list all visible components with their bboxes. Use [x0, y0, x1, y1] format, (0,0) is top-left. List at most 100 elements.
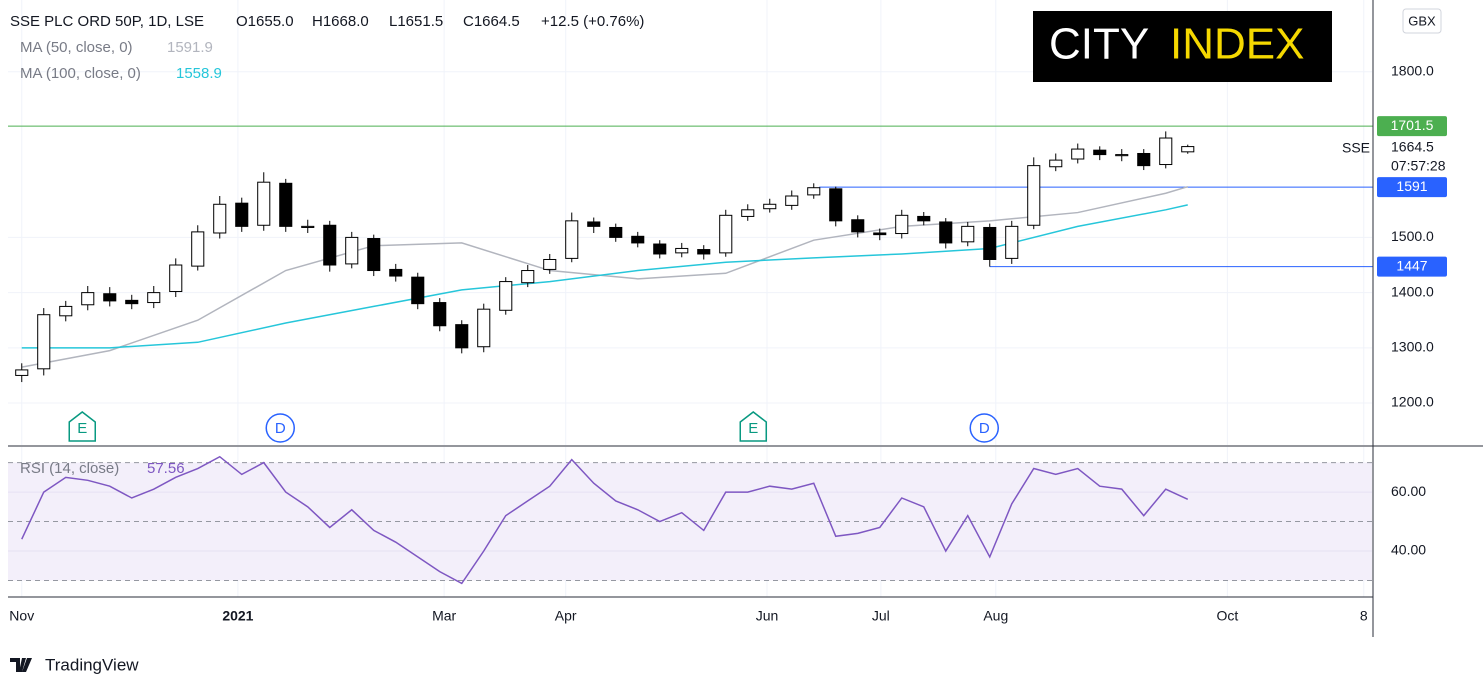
candle — [609, 223, 623, 242]
candle-body — [521, 270, 535, 284]
candle — [81, 285, 95, 311]
candle — [763, 198, 777, 213]
rsi-legend: RSI (14, close) — [20, 460, 119, 477]
candle — [345, 231, 359, 269]
candle — [1159, 131, 1173, 169]
y-tick-label: 1800.0 — [1391, 62, 1434, 78]
candle-body — [719, 214, 733, 254]
candle-body — [37, 314, 51, 370]
candle — [1027, 157, 1041, 230]
logo-left: CITY — [1049, 20, 1149, 69]
candle — [235, 197, 249, 232]
level-label-box — [1377, 177, 1447, 198]
candle — [873, 228, 887, 241]
candle — [257, 172, 271, 231]
ohlc-close: C1664.5 — [463, 13, 520, 30]
candle — [37, 308, 51, 376]
candle — [301, 219, 315, 233]
candle — [389, 263, 403, 282]
candle — [15, 363, 29, 383]
candle-body — [983, 226, 997, 260]
candle-body — [609, 226, 623, 238]
candle — [323, 220, 337, 272]
rsi-line — [21, 455, 1189, 585]
event-label: E — [77, 420, 87, 437]
candle — [1093, 146, 1107, 161]
candle — [697, 245, 711, 260]
change: +12.5 (+0.76%) — [541, 13, 644, 30]
candle-body — [1071, 148, 1085, 160]
event-label: D — [275, 420, 286, 437]
candle-body — [851, 219, 865, 233]
ma50-value: 1591.9 — [167, 39, 213, 56]
candle — [147, 285, 161, 309]
candle — [939, 218, 953, 249]
x-tick-label: 8 — [1360, 608, 1368, 624]
x-tick-label: Oct — [1216, 608, 1238, 624]
candle-body — [565, 220, 579, 259]
candle-body — [543, 258, 557, 270]
x-tick-label: Nov — [9, 608, 34, 624]
candle — [829, 186, 843, 227]
candle — [521, 265, 535, 288]
candle-body — [1181, 146, 1195, 153]
event-label: D — [979, 420, 990, 437]
candle-body — [169, 264, 183, 293]
candle-body — [1137, 152, 1151, 167]
candle-body — [323, 224, 337, 266]
y-tick-label: 1400.0 — [1391, 283, 1434, 299]
event-marker — [68, 411, 96, 442]
candle-body — [1005, 225, 1019, 259]
candle-body — [587, 221, 601, 227]
candle-body — [807, 187, 821, 196]
x-tick-label: Jul — [872, 608, 890, 624]
x-tick-label: Aug — [983, 608, 1008, 624]
candle-body — [213, 203, 227, 234]
candle — [433, 298, 447, 332]
candle — [1005, 220, 1019, 264]
logo-right: INDEX — [1170, 20, 1304, 69]
candle — [1181, 144, 1195, 154]
marks: 1701.5 1591 1447 E D E D — [8, 116, 1447, 585]
countdown: 07:57:28 — [1391, 158, 1446, 174]
ohlc-high: H1668.0 — [312, 13, 369, 30]
candle-body — [873, 232, 887, 236]
candle — [895, 209, 909, 239]
candle-body — [301, 225, 315, 228]
candle — [543, 253, 557, 274]
candle — [103, 287, 117, 307]
ticker: SSE — [1342, 140, 1370, 156]
candle-body — [125, 299, 139, 305]
level-label: 1447 — [1396, 257, 1427, 273]
x-tick-label: 2021 — [222, 608, 253, 624]
event-marker — [265, 413, 295, 443]
candle-body — [81, 292, 95, 306]
event-marker — [739, 411, 767, 442]
candle-body — [939, 221, 953, 244]
candle — [125, 294, 139, 310]
candle — [961, 221, 975, 247]
level-label: 1701.5 — [1391, 117, 1434, 133]
candle — [983, 223, 997, 267]
candle — [1049, 153, 1063, 172]
candle — [807, 183, 821, 199]
candle-body — [389, 268, 403, 277]
candle — [59, 300, 73, 322]
candle — [587, 217, 601, 233]
footer: TradingView — [45, 655, 139, 674]
candle-body — [59, 305, 73, 317]
candle — [917, 212, 931, 226]
candle — [411, 272, 425, 310]
candle — [1071, 143, 1085, 164]
footer-logo — [10, 658, 32, 672]
logo-box — [1033, 11, 1332, 82]
candle-body — [455, 324, 469, 349]
level-label: 1591 — [1396, 178, 1427, 194]
candle-body — [829, 188, 843, 222]
candle-body — [653, 243, 667, 255]
y-tick-label: 1200.0 — [1391, 394, 1434, 410]
candle — [631, 231, 645, 248]
ohlc-open: O1655.0 — [236, 13, 294, 30]
